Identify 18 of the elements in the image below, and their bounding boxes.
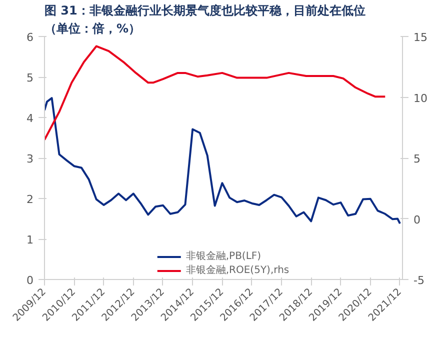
y2-tick-label: 15 <box>414 31 428 44</box>
chart-subtitle: （单位：倍，%） <box>44 22 141 36</box>
y-tick-label: 1 <box>26 234 34 246</box>
y-tick-label: 6 <box>26 31 34 44</box>
legend-label: 非银金融,PB(LF) <box>186 250 262 263</box>
y-tick-label: 4 <box>26 112 34 125</box>
line-series <box>44 97 401 225</box>
line-series <box>44 45 386 141</box>
y2-tick-label: 5 <box>414 152 420 166</box>
y-tick-label: 2 <box>26 193 34 206</box>
y2-tick-label: -5 <box>414 274 424 287</box>
y2-tick-label: 0 <box>414 213 420 226</box>
legend-label: 非银金融,ROE(5Y),rhs <box>186 264 290 277</box>
chart-title: 图 31：非银金融行业长期景气度也比较平稳，目前处在低位 <box>44 4 366 18</box>
y-tick-label: 0 <box>26 274 34 287</box>
y-tick-label: 3 <box>26 152 34 166</box>
y-tick-label: 5 <box>26 72 34 84</box>
y2-tick-label: 10 <box>414 92 428 105</box>
